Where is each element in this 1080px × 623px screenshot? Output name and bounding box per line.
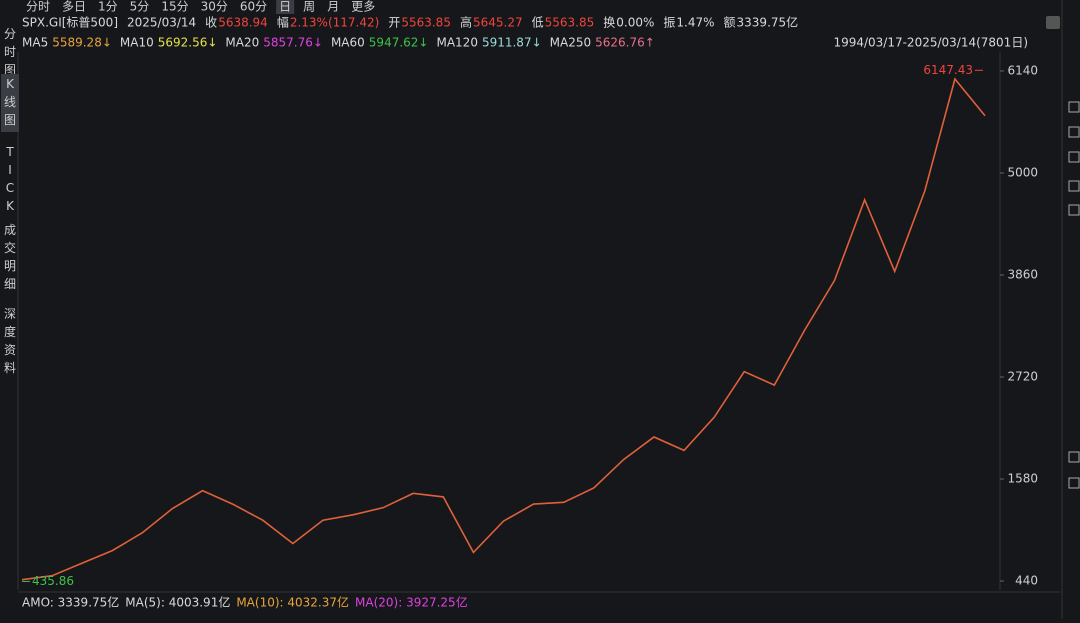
ma-value: 5911.87↓	[482, 36, 542, 50]
quote-field: 收	[205, 16, 217, 30]
quote-field: 低	[532, 16, 544, 30]
period-tab[interactable]: 60分	[240, 0, 267, 14]
quote-field: 开	[388, 16, 400, 30]
checkbox[interactable]	[1068, 151, 1080, 163]
period-tab[interactable]: 日	[279, 0, 291, 14]
period-tab[interactable]: 更多	[351, 0, 375, 14]
volume-field: AMO: 3339.75亿	[22, 595, 119, 610]
quote-field: 幅	[277, 15, 289, 30]
quote-field: 5645.27	[473, 16, 523, 30]
volume-field: MA(20): 3927.25亿	[355, 595, 468, 610]
y-tick-label: 2720	[1007, 370, 1038, 384]
ma-value: 5589.28↓	[52, 36, 112, 50]
quote-field: SPX.GI[标普500]	[22, 16, 118, 30]
period-tab[interactable]: 月	[327, 0, 339, 14]
ma-label: MA5	[22, 36, 48, 50]
side-tab[interactable]: K 线图	[4, 77, 16, 127]
period-tab[interactable]: 1分	[98, 0, 118, 14]
period-tab[interactable]: 多日	[62, 0, 86, 14]
ma-label: MA120	[436, 36, 477, 50]
ma-value: 5857.76↓	[263, 36, 323, 50]
volume-field: MA(5): 4003.91亿	[125, 595, 230, 610]
checkbox[interactable]	[1068, 126, 1080, 138]
quote-field: 5563.85	[545, 16, 595, 30]
price-line	[21, 77, 986, 581]
period-tab[interactable]: 30分	[201, 0, 228, 14]
ma-value: 5626.76↑	[595, 36, 655, 50]
y-tick-label: 3860	[1007, 267, 1038, 281]
checkbox[interactable]	[1068, 204, 1080, 216]
min-label: 435.86	[32, 574, 74, 588]
ma-label: MA20	[225, 36, 259, 50]
tab-highlight	[276, 0, 295, 14]
ma-label: MA250	[550, 36, 591, 50]
quote-field: 高	[460, 15, 472, 30]
y-tick-label: 6140	[1007, 63, 1038, 77]
period-tab[interactable]: 周	[303, 0, 315, 14]
ma-value: 5692.56↓	[158, 36, 218, 50]
period-tab[interactable]: 15分	[161, 0, 188, 14]
y-tick-label: 440	[1015, 574, 1038, 588]
wp-icon[interactable]	[1046, 16, 1060, 29]
y-tick-label: 1580	[1007, 472, 1038, 486]
quote-field: 5638.94	[218, 16, 268, 30]
max-label: 6147.43	[923, 63, 973, 77]
ma-label: MA60	[331, 36, 365, 50]
side-tab-active	[1, 74, 19, 132]
quote-field: 1.47%	[676, 16, 714, 30]
y-tick-label: 5000	[1007, 165, 1038, 179]
quote-field: 振	[663, 16, 675, 30]
checkbox[interactable]	[1068, 477, 1080, 489]
checkbox[interactable]	[1068, 451, 1080, 463]
side-tab[interactable]: 分时图	[4, 27, 16, 77]
ma-value: 5947.62↓	[369, 36, 429, 50]
period-tab[interactable]: 5分	[130, 0, 150, 14]
ma-label: MA10	[120, 36, 154, 50]
quote-field: 3339.75亿	[737, 15, 799, 30]
period-tab[interactable]: 分时	[26, 0, 50, 14]
quote-field: 2.13%(117.42)	[290, 16, 379, 30]
quote-field: 额	[724, 16, 736, 30]
side-tab[interactable]: 成交明细	[4, 223, 16, 291]
checkbox[interactable]	[1068, 180, 1080, 192]
checkboxes	[1068, 101, 1080, 489]
quote-field: 5563.85	[401, 16, 451, 30]
quote-field: 2025/03/14	[127, 16, 196, 30]
volume-field: MA(10): 4032.37亿	[236, 595, 349, 610]
side-tab[interactable]: 深度资料	[4, 307, 16, 375]
quote-field: 换	[603, 16, 615, 30]
quote-field: 0.00%	[616, 16, 654, 30]
checkbox[interactable]	[1068, 101, 1080, 113]
date-range: 1994/03/17-2025/03/14(7801日)	[833, 36, 1028, 50]
